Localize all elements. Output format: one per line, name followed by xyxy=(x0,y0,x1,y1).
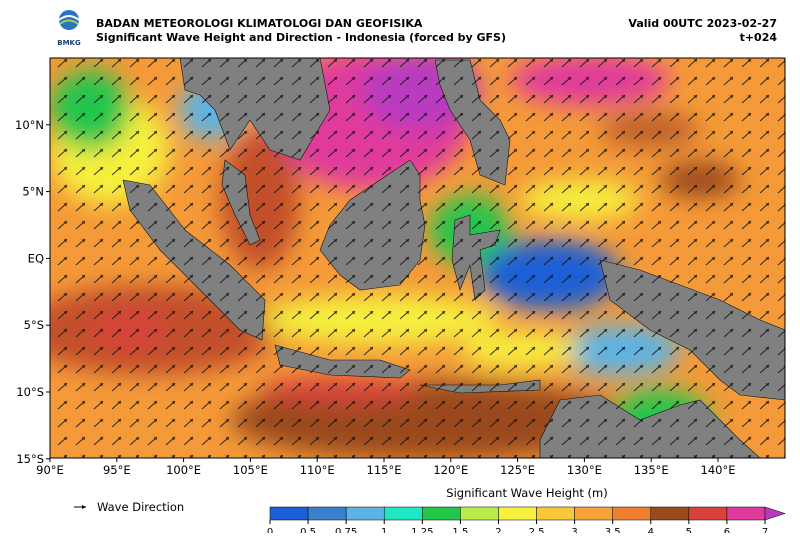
y-tick-label: 10°N xyxy=(15,118,44,132)
y-tick-label: 15°S xyxy=(16,452,44,466)
colorbar-segment xyxy=(460,506,499,521)
map xyxy=(50,58,785,458)
colorbar-segment xyxy=(536,506,575,521)
x-tick-label: 105°E xyxy=(233,463,268,477)
agency-title: BADAN METEOROLOGI KLIMATOLOGI DAN GEOFIS… xyxy=(96,17,423,30)
y-tick-label: 5°N xyxy=(22,185,44,199)
subtitle: Significant Wave Height and Direction - … xyxy=(96,31,506,44)
colorbar-tick-label: 2 xyxy=(495,527,501,533)
y-tick-label: EQ xyxy=(28,251,44,265)
logo: BMKG xyxy=(57,10,81,47)
colorbar-segment xyxy=(688,506,728,521)
x-tick-label: 115°E xyxy=(367,463,402,477)
colorbar-segment xyxy=(498,506,537,521)
valid-time: Valid 00UTC 2023-02-27 xyxy=(628,17,777,30)
colorbar-segment xyxy=(650,506,690,521)
colorbar-tick-label: 2.5 xyxy=(529,527,545,533)
colorbar-tick-label: 5 xyxy=(686,527,692,533)
y-tick-label: 5°S xyxy=(24,318,44,332)
colorbar-segment xyxy=(345,506,385,521)
x-tick-label: 130°E xyxy=(567,463,602,477)
y-tick-label: 10°S xyxy=(16,385,44,399)
colorbar-tick-label: 3 xyxy=(571,527,577,533)
colorbar-segment xyxy=(612,506,652,521)
colorbar-tick-label: 1 xyxy=(381,527,387,533)
colorbar-tick-label: 3.5 xyxy=(605,527,621,533)
colorbar-segment xyxy=(307,506,347,521)
colorbar-segment xyxy=(383,506,423,521)
colorbar-tick-label: 0.5 xyxy=(300,527,316,533)
colorbar-segment xyxy=(574,506,613,521)
colorbar-segment xyxy=(269,506,309,521)
colorbar-extension xyxy=(764,506,786,521)
x-tick-label: 95°E xyxy=(103,463,131,477)
logo-text: BMKG xyxy=(57,39,81,47)
x-tick-label: 100°E xyxy=(166,463,201,477)
colorbar-tick-label: 7 xyxy=(762,527,768,533)
colorbar-tick-label: 1.5 xyxy=(452,527,468,533)
legend-label: Wave Direction xyxy=(97,500,184,514)
x-tick-label: 140°E xyxy=(701,463,736,477)
colorbar-title: Significant Wave Height (m) xyxy=(446,486,607,500)
colorbar-segment xyxy=(422,506,461,521)
lead-time: t+024 xyxy=(740,31,778,44)
x-tick-label: 120°E xyxy=(433,463,468,477)
colorbar-tick-label: 4 xyxy=(648,527,654,533)
x-tick-label: 110°E xyxy=(300,463,335,477)
colorbar-tick-label: 6 xyxy=(724,527,730,533)
x-tick-label: 125°E xyxy=(500,463,535,477)
colorbar-tick-label: 1.25 xyxy=(411,527,433,533)
colorbar-segment xyxy=(726,506,766,521)
colorbar-tick-label: 0 xyxy=(267,527,273,533)
x-tick-label: 90°E xyxy=(36,463,64,477)
x-tick-label: 135°E xyxy=(634,463,669,477)
colorbar-tick-label: 0.75 xyxy=(335,527,357,533)
